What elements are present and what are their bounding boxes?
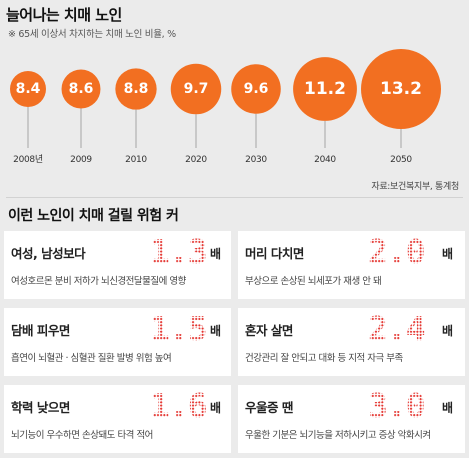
risk-card-female: 여성, 남성보다 1.3 배 여성호르몬 분비 저하가 뇌신경전달물질에 영향 xyxy=(4,231,231,299)
risk-description: 흡연이 뇌혈관 · 심혈관 질환 발병 위험 높여 xyxy=(11,353,172,364)
risk-value-wrap: 2.0 xyxy=(368,232,426,271)
year-label: 2008년 xyxy=(13,154,43,165)
risk-unit: 배 xyxy=(442,247,454,261)
risk-description: 여성호르몬 분비 저하가 뇌신경전달물질에 영향 xyxy=(11,276,186,287)
risk-label: 우울증 땐 xyxy=(245,400,293,415)
bubble-value-label: 11.2 xyxy=(304,79,346,99)
bubble-2009 xyxy=(61,69,101,109)
year-label: 2020 xyxy=(185,155,207,165)
bubble-value-label: 9.7 xyxy=(184,81,209,97)
bubble-2010 xyxy=(115,68,157,110)
risk-value: 3.0 xyxy=(368,386,426,425)
risk-value: 2.0 xyxy=(368,232,426,271)
risk-card-depression: 우울증 땐 3.0 배 우울한 기분은 뇌기능을 저하시키고 증상 악화시켜 xyxy=(238,385,465,453)
chart-title: 늘어나는 치매 노인 xyxy=(6,6,122,24)
risk-description: 뇌기능이 우수하면 손상돼도 타격 적어 xyxy=(11,430,153,441)
risk-card-low-education: 학력 낮으면 1.6 배 뇌기능이 우수하면 손상돼도 타격 적어 xyxy=(4,385,231,453)
bubble-2040 xyxy=(293,57,357,121)
chart-subtitle: ※ 65세 이상서 차지하는 치매 노인 비율, % xyxy=(8,29,176,40)
bubble-2008년 xyxy=(10,71,46,107)
risk-section-title: 이런 노인이 치매 걸릴 위험 커 xyxy=(8,208,179,224)
risk-label: 혼자 살면 xyxy=(245,323,293,338)
risk-value-wrap: 1.6 xyxy=(150,386,208,425)
risk-value-wrap: 1.3 xyxy=(150,232,208,271)
risk-value: 1.3 xyxy=(150,232,208,271)
bubble-2020 xyxy=(170,63,222,115)
risk-value-wrap: 3.0 xyxy=(368,386,426,425)
risk-value: 1.5 xyxy=(150,309,208,348)
risk-unit: 배 xyxy=(210,324,222,338)
risk-value-wrap: 2.4 xyxy=(368,309,426,348)
risk-value: 1.6 xyxy=(150,386,208,425)
risk-unit: 배 xyxy=(210,247,222,261)
bubble-value-label: 9.6 xyxy=(244,81,269,97)
bubble-value-label: 8.8 xyxy=(124,81,149,97)
year-label: 2030 xyxy=(245,155,267,165)
bubble-value-label: 8.6 xyxy=(69,81,94,97)
bubble-2050 xyxy=(361,49,441,129)
risk-value-wrap: 1.5 xyxy=(150,309,208,348)
bubble-2030 xyxy=(231,64,281,114)
risk-card-smoking: 담배 피우면 1.5 배 흡연이 뇌혈관 · 심혈관 질환 발병 위험 높여 xyxy=(4,308,231,376)
risk-unit: 배 xyxy=(442,401,454,415)
risk-card-living-alone: 혼자 살면 2.4 배 건강관리 잘 안되고 대화 등 지적 자극 부족 xyxy=(238,308,465,376)
risk-unit: 배 xyxy=(442,324,454,338)
risk-description: 부상으로 손상된 뇌세포가 재생 안 돼 xyxy=(245,276,382,287)
bubble-chart: 8.4 2008년 8.6 2009 8.8 2010 9.7 2020 9.6 2030 11.2… xyxy=(10,49,441,165)
risk-unit: 배 xyxy=(210,401,222,415)
risk-value: 2.4 xyxy=(368,309,426,348)
risk-description: 우울한 기분은 뇌기능을 저하시키고 증상 악화시켜 xyxy=(245,430,431,441)
year-label: 2009 xyxy=(70,155,92,165)
section-divider xyxy=(6,197,463,198)
source-note: 자료:보건복지부, 통계청 xyxy=(371,182,459,192)
risk-label: 학력 낮으면 xyxy=(11,400,70,415)
bubble-value-label: 13.2 xyxy=(380,79,422,99)
year-label: 2010 xyxy=(125,155,147,165)
risk-description: 건강관리 잘 안되고 대화 등 지적 자극 부족 xyxy=(245,353,403,364)
risk-label: 여성, 남성보다 xyxy=(11,246,86,261)
risk-label: 머리 다치면 xyxy=(245,246,304,261)
risk-label: 담배 피우면 xyxy=(11,323,70,338)
bubble-value-label: 8.4 xyxy=(16,81,41,97)
year-label: 2040 xyxy=(314,155,336,165)
year-label: 2050 xyxy=(390,155,412,165)
risk-card-head-injury: 머리 다치면 2.0 배 부상으로 손상된 뇌세포가 재생 안 돼 xyxy=(238,231,465,299)
